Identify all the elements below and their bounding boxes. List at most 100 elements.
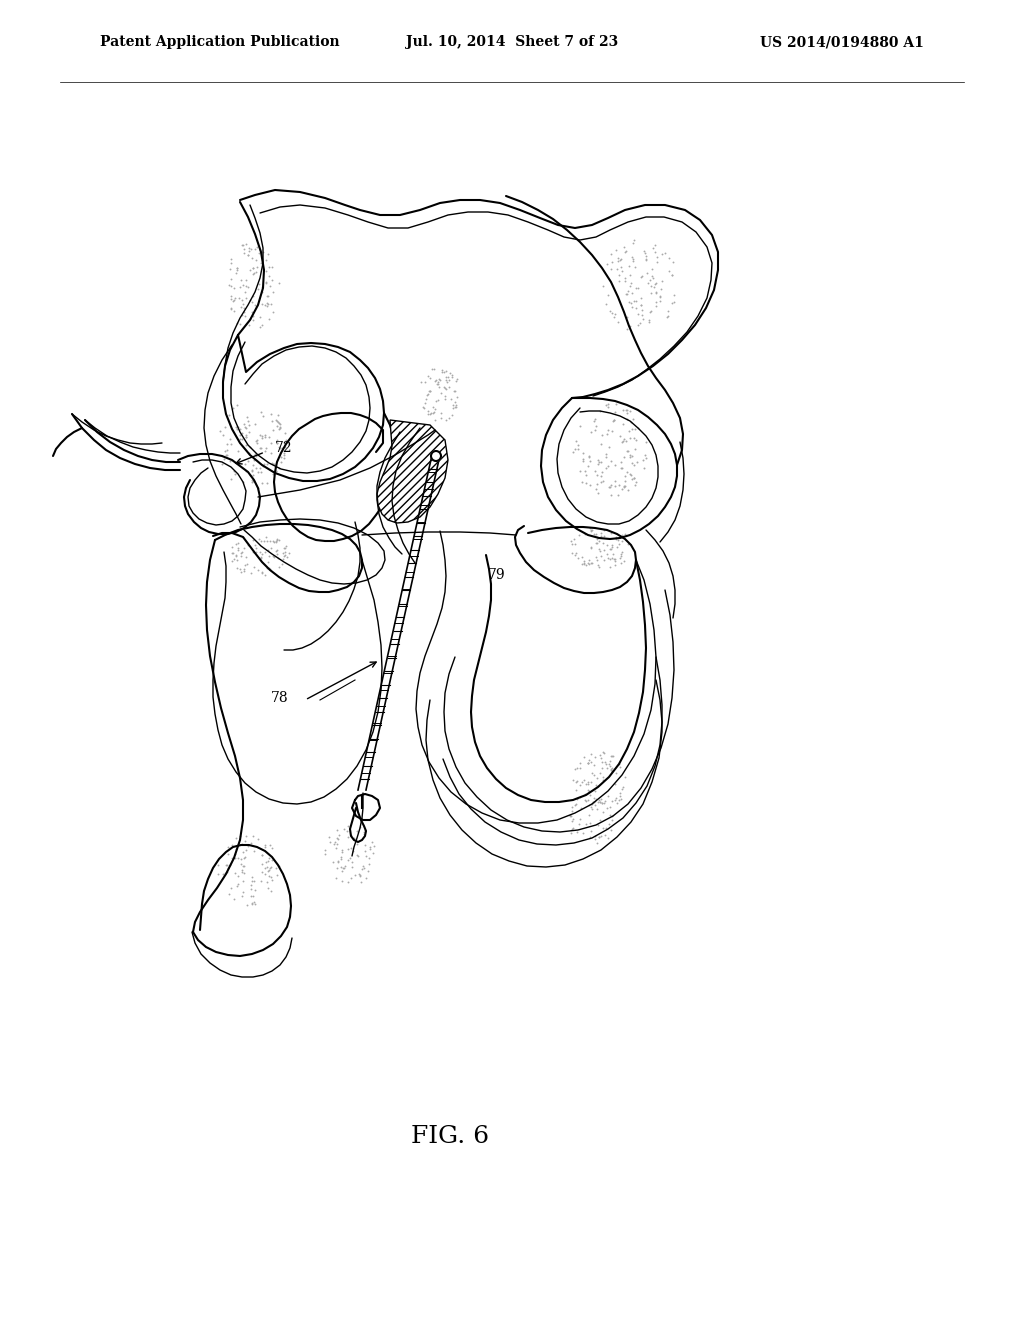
Point [232, 849, 249, 870]
Point [336, 818, 352, 840]
Point [580, 780, 596, 801]
Point [565, 442, 582, 463]
Point [577, 783, 593, 804]
Point [594, 792, 610, 813]
Point [247, 444, 263, 465]
Point [603, 523, 620, 544]
Point [240, 277, 256, 298]
Point [581, 446, 597, 467]
Point [664, 264, 680, 285]
Point [216, 441, 232, 462]
Point [331, 825, 347, 846]
Point [239, 425, 255, 446]
Point [241, 836, 257, 857]
Point [362, 838, 379, 859]
Point [578, 463, 594, 484]
Point [434, 359, 451, 380]
Point [241, 421, 257, 442]
Point [622, 400, 638, 421]
Point [581, 795, 597, 816]
Point [443, 405, 460, 426]
Point [596, 540, 612, 561]
Point [586, 764, 602, 785]
Point [360, 847, 377, 869]
Point [590, 449, 606, 470]
Point [614, 779, 631, 800]
Point [665, 252, 681, 273]
Text: Patent Application Publication: Patent Application Publication [100, 36, 340, 49]
Point [616, 550, 633, 572]
Point [269, 529, 286, 550]
Point [212, 421, 228, 442]
Point [638, 246, 654, 267]
Point [562, 805, 579, 826]
Point [250, 560, 266, 581]
Point [592, 792, 608, 813]
Point [349, 845, 366, 866]
Point [630, 304, 646, 325]
Point [228, 257, 245, 279]
Point [260, 878, 276, 899]
Point [571, 774, 588, 795]
Point [595, 818, 611, 840]
Point [601, 477, 617, 498]
Point [583, 796, 599, 817]
Point [347, 865, 364, 886]
Point [423, 403, 439, 424]
Point [618, 399, 635, 420]
Point [582, 784, 598, 805]
Point [610, 754, 627, 775]
Point [568, 789, 585, 810]
Point [325, 851, 341, 873]
Point [222, 450, 239, 471]
Point [350, 863, 367, 884]
Point [221, 275, 238, 296]
Point [253, 561, 269, 582]
Point [339, 820, 355, 841]
Point [236, 302, 252, 323]
Point [242, 259, 258, 280]
Point [422, 367, 438, 388]
Point [603, 259, 620, 280]
Point [426, 401, 442, 422]
Point [616, 446, 633, 467]
Point [608, 536, 625, 557]
Point [580, 752, 596, 774]
Point [569, 438, 586, 459]
Point [611, 271, 628, 292]
Point [228, 259, 245, 280]
Point [252, 548, 268, 569]
Point [579, 554, 595, 576]
Point [589, 532, 605, 553]
Point [573, 771, 590, 792]
Point [223, 847, 240, 869]
Point [607, 401, 624, 422]
Point [598, 446, 614, 467]
Point [223, 298, 240, 319]
Point [596, 825, 612, 846]
Point [349, 821, 366, 842]
Point [224, 550, 241, 572]
Point [271, 437, 288, 458]
Point [259, 453, 275, 474]
Point [255, 242, 271, 263]
Point [432, 403, 449, 424]
Point [218, 862, 234, 883]
Point [269, 529, 286, 550]
Point [628, 277, 644, 298]
Point [590, 554, 606, 576]
Point [447, 395, 464, 416]
Point [430, 368, 446, 389]
Point [260, 552, 276, 573]
Point [271, 273, 288, 294]
Point [264, 837, 281, 858]
Point [279, 546, 295, 568]
Point [608, 259, 625, 280]
Point [259, 293, 275, 314]
Point [620, 281, 636, 302]
Point [596, 520, 612, 541]
Point [269, 432, 286, 453]
Point [219, 433, 236, 454]
Point [436, 388, 453, 409]
Point [635, 309, 651, 330]
